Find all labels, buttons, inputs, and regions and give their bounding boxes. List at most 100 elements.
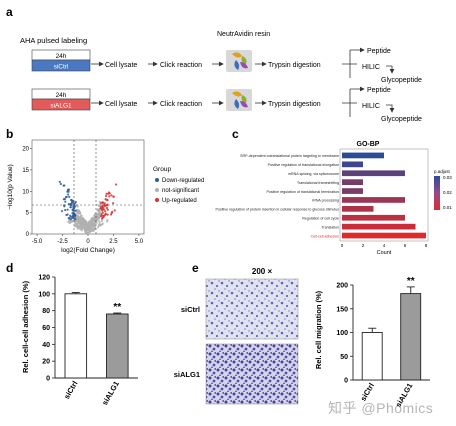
volcano-point [80, 221, 83, 224]
go-bar [342, 179, 363, 185]
volcano-point [91, 218, 94, 221]
go-term-label: mRNA splicing, via spliceosome [288, 172, 339, 176]
go-bar [342, 197, 405, 203]
resin-icon [226, 50, 252, 72]
bar-siALG1 [400, 293, 422, 381]
volcano-y-label: −log10(p Value) [7, 164, 14, 210]
volcano-point [59, 182, 63, 186]
click-label: Click reaction [160, 101, 202, 108]
gobp-title: GO-BP [357, 141, 380, 148]
peptide-label: Peptide [367, 48, 391, 55]
volcano-point [67, 203, 70, 206]
go-bars [342, 152, 426, 239]
x-tick-label: 2.5 [109, 239, 118, 245]
image-label-alg: siALG1 [174, 370, 200, 379]
volcano-point [67, 188, 70, 191]
colorbar-tick: 0.03 [443, 175, 452, 180]
volcano-point [94, 227, 97, 230]
panel-letter-a: a [6, 5, 13, 19]
go-bar [342, 232, 426, 239]
y-tick-label: 0 [344, 378, 348, 385]
volcano-point [97, 214, 100, 217]
go-term-label: rRNA processing [312, 199, 339, 203]
volcano-point [113, 209, 116, 212]
volcano-point [112, 195, 115, 198]
click-label: Click reaction [160, 62, 202, 69]
y-tick-label: 100 [38, 291, 50, 298]
volcano-point [67, 217, 70, 220]
duration-label: 24h [56, 92, 67, 99]
volcano-point [64, 196, 67, 199]
volcano-point [87, 222, 90, 225]
category-label: siALG1 [100, 380, 121, 407]
volcano-point [98, 221, 101, 224]
volcano-point [70, 199, 73, 202]
legend-up: Up-regulated [162, 198, 197, 204]
volcano-point [90, 225, 93, 228]
volcano-point [108, 195, 111, 198]
volcano-point [63, 184, 66, 187]
volcano-point [77, 221, 80, 224]
y-tick-label: 80 [42, 308, 50, 315]
go-x-tick-label: 2 [362, 243, 365, 248]
panel-letter-c: c [232, 127, 239, 141]
go-x-tick-label: 4 [383, 243, 386, 248]
resin-label: NeutrAvidin resin [217, 31, 270, 38]
colorbar-title: p.adjust [434, 169, 451, 174]
volcano-point [105, 206, 108, 210]
volcano-point [101, 209, 104, 212]
panel-letter-b: b [6, 127, 13, 141]
y-tick-label: 50 [340, 354, 348, 361]
significance-marker: ** [407, 276, 415, 287]
peptide-label: Peptide [367, 87, 391, 94]
volcano-point [104, 212, 107, 215]
go-bar [342, 206, 374, 212]
volcano-y-ticks: 0 5 10 15 20 [22, 147, 32, 238]
volcano-point [100, 214, 103, 217]
go-term-label: SRP-dependent cotranslational protein ta… [240, 154, 339, 158]
y-tick-label: 10 [22, 189, 29, 195]
volcano-plot-area [31, 139, 145, 235]
volcano-point [74, 225, 77, 228]
volcano-point [96, 216, 99, 219]
volcano-point [86, 224, 89, 227]
condition-box-alg [31, 98, 91, 111]
y-tick-label: 60 [42, 325, 50, 332]
volcano-point [74, 209, 77, 212]
volcano-point [106, 203, 109, 206]
legend-down: Down-regulated [162, 178, 204, 184]
volcano-point [98, 200, 101, 203]
volcano-point [81, 217, 84, 220]
volcano-point [68, 219, 71, 222]
volcano-point [101, 216, 104, 219]
volcano-point [104, 198, 107, 201]
y-tick-label: 0 [26, 232, 30, 238]
condition-label: siCtrl [54, 64, 69, 71]
volcano-point [112, 202, 115, 205]
volcano-point [110, 194, 113, 197]
volcano-point [65, 213, 68, 217]
volcano-legend: Group Down-regulated not-significant Up-… [153, 166, 204, 204]
volcano-point [66, 190, 69, 193]
go-bar [342, 188, 363, 194]
transwell-image-alg [205, 343, 299, 405]
go-term-label: Positive regulation of protein insertion… [216, 208, 340, 212]
go-term-labels: SRP-dependent cotranslational protein ta… [216, 154, 340, 238]
volcano-point [75, 223, 78, 226]
y-tick-label: 5 [26, 211, 30, 217]
go-bar [342, 161, 363, 168]
y-tick-label: 100 [336, 330, 348, 337]
y-tick-label: 200 [336, 283, 348, 290]
go-x-label: Count [377, 250, 392, 256]
go-bar [342, 223, 416, 230]
x-tick-label: 0 [86, 239, 90, 245]
volcano-point [89, 223, 93, 226]
volcano-point [102, 215, 105, 218]
go-term-label: Regulation of cell cycle [302, 217, 339, 221]
go-term-label: Translation [321, 225, 339, 229]
volcano-point [100, 219, 103, 223]
category-label: siCtrl [62, 380, 79, 401]
go-x-tick-label: 8 [425, 243, 428, 248]
panel-c-gobp: c GO-BP SRP-dependent cotranslational pr… [216, 127, 453, 256]
volcano-point [110, 211, 113, 215]
